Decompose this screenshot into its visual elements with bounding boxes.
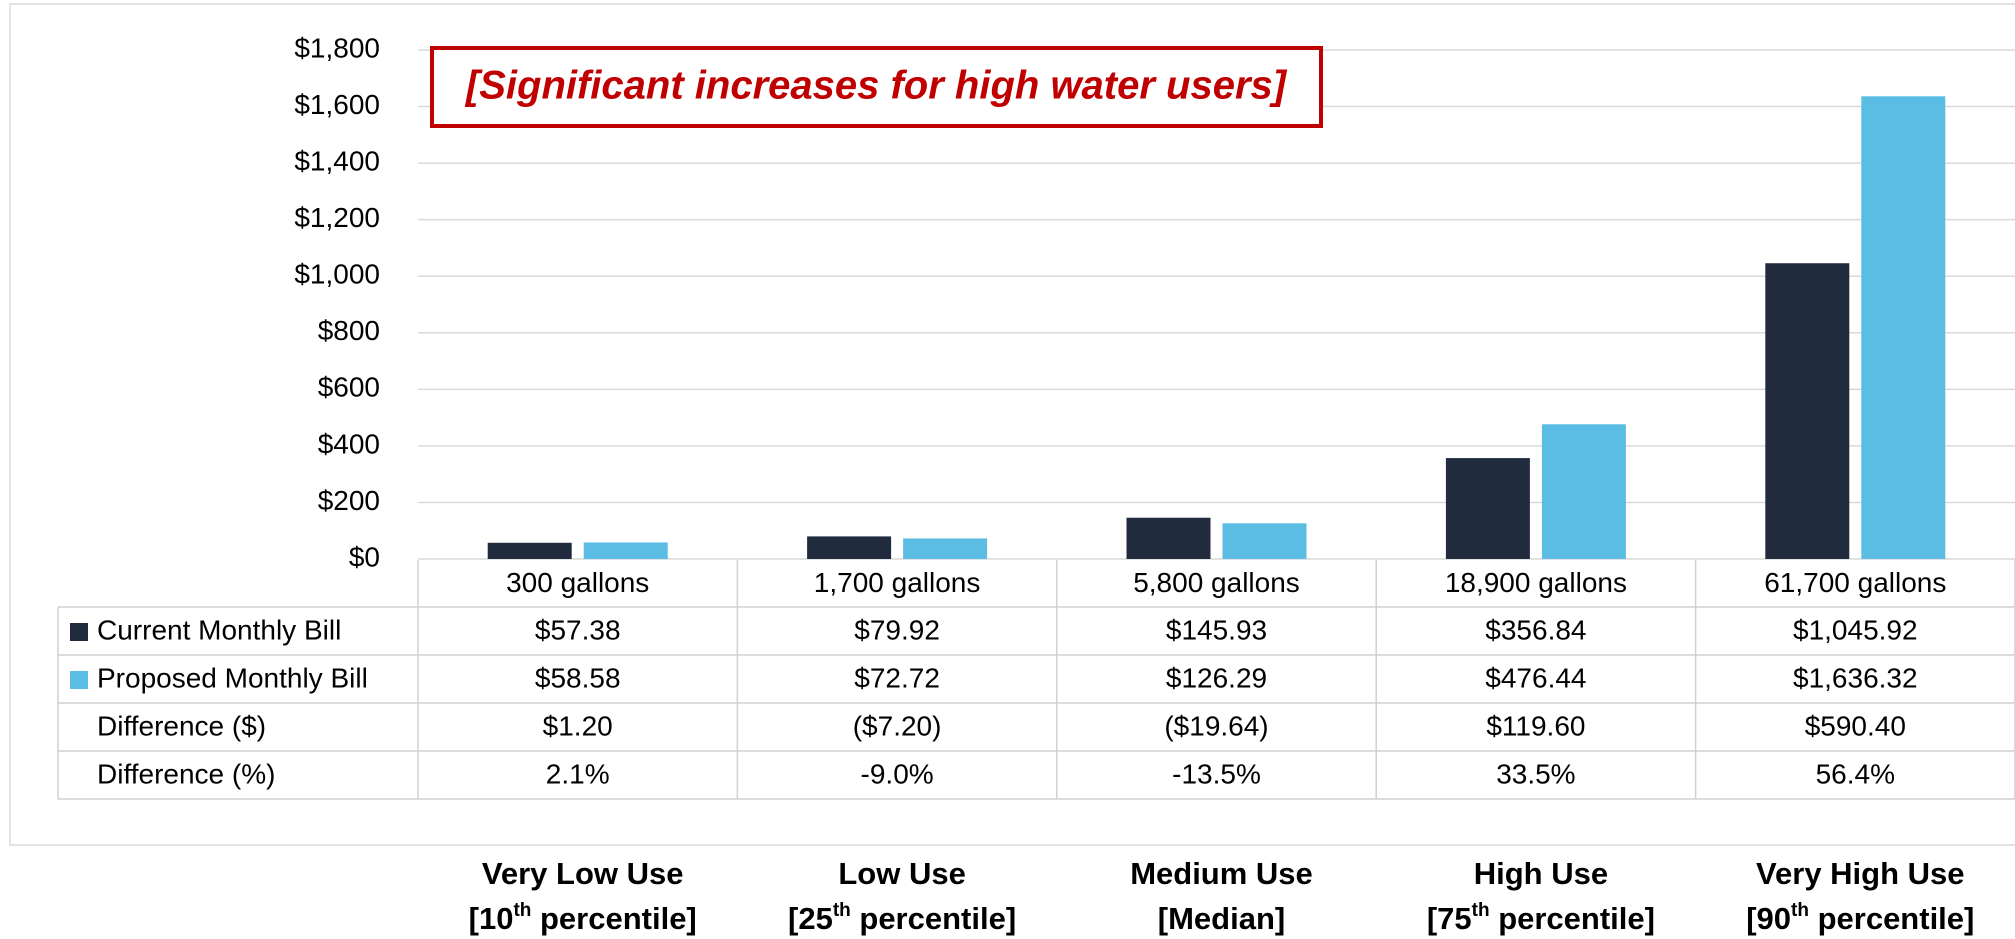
y-tick-label: $1,800: [294, 32, 380, 63]
group-label: Very Low Use: [482, 856, 684, 891]
group-detail: [90th percentile]: [1746, 900, 1974, 936]
x-tick-label: 18,900 gallons: [1445, 567, 1627, 598]
bar: [1126, 517, 1211, 559]
y-tick-label: $1,200: [294, 202, 380, 233]
chart-border: [9, 3, 2015, 846]
x-tick-label: 5,800 gallons: [1133, 567, 1300, 598]
group-detail: [Median]: [1158, 901, 1285, 936]
table-cell: $145.93: [1166, 614, 1267, 645]
y-tick-label: $200: [318, 485, 380, 516]
y-tick-label: $0: [349, 541, 380, 572]
group-label: Low Use: [838, 856, 965, 891]
group-detail-part: percentile]: [1809, 901, 1974, 936]
table-cell: $57.38: [535, 614, 621, 645]
legend-key: [70, 623, 88, 641]
table-cell: $1,045.92: [1793, 614, 1918, 645]
table-cell: $126.29: [1166, 662, 1267, 693]
legend-key: [70, 671, 88, 689]
table-cell: $1.20: [543, 710, 613, 741]
bar: [1861, 96, 1946, 559]
y-tick-label: $1,600: [294, 89, 380, 120]
row-label: Current Monthly Bill: [97, 614, 341, 645]
group-detail: [75th percentile]: [1427, 900, 1655, 936]
y-tick-label: $400: [318, 428, 380, 459]
table-cell: $590.40: [1805, 710, 1906, 741]
table-cell: 2.1%: [546, 758, 610, 789]
y-tick-label: $800: [318, 315, 380, 346]
table-cell: $119.60: [1486, 710, 1585, 741]
table-cell: 33.5%: [1496, 758, 1575, 789]
table-cell: $72.72: [854, 662, 940, 693]
bar: [487, 542, 572, 559]
table-cell: $79.92: [854, 614, 940, 645]
group-label: High Use: [1474, 856, 1608, 891]
group-label: Medium Use: [1130, 856, 1313, 891]
bar: [1222, 523, 1307, 559]
annotation-box: [430, 46, 1323, 128]
group-detail-sup: th: [833, 900, 851, 921]
group-detail: [10th percentile]: [469, 900, 697, 936]
x-tick-label: 300 gallons: [506, 567, 649, 598]
x-tick-label: 1,700 gallons: [814, 567, 981, 598]
y-tick-label: $1,000: [294, 259, 380, 290]
table-cell: ($7.20): [853, 710, 942, 741]
group-detail-part: [75: [1427, 901, 1472, 936]
table-cell: $1,636.32: [1793, 662, 1918, 693]
bar: [807, 536, 892, 559]
table-cell: $58.58: [535, 662, 621, 693]
bar: [1541, 424, 1626, 559]
bar: [903, 538, 988, 559]
row-label: Proposed Monthly Bill: [97, 662, 368, 693]
group-detail-sup: th: [1472, 900, 1490, 921]
group-detail-sup: th: [1791, 900, 1809, 921]
group-label: Very High Use: [1756, 856, 1964, 891]
group-detail-sup: th: [513, 900, 531, 921]
table-cell: 56.4%: [1816, 758, 1895, 789]
row-label: Difference ($): [97, 710, 266, 741]
group-detail-part: [10: [469, 901, 514, 936]
table-cell: $476.44: [1485, 662, 1586, 693]
group-detail-part: [Median]: [1158, 901, 1285, 936]
y-tick-label: $600: [318, 372, 380, 403]
bar: [1445, 458, 1530, 559]
group-detail-part: percentile]: [531, 901, 696, 936]
table-cell: ($19.64): [1164, 710, 1268, 741]
bar: [1765, 263, 1850, 559]
x-tick-label: 61,700 gallons: [1764, 567, 1946, 598]
table-cell: -13.5%: [1172, 758, 1261, 789]
group-detail-part: [25: [788, 901, 833, 936]
row-label: Difference (%): [97, 758, 275, 789]
group-detail-part: [90: [1746, 901, 1791, 936]
table-cell: $356.84: [1485, 614, 1586, 645]
annotation: [Significant increases for high water us…: [464, 64, 1288, 108]
group-detail-part: percentile]: [851, 901, 1016, 936]
table-cell: -9.0%: [861, 758, 934, 789]
bar: [583, 542, 668, 559]
y-tick-label: $1,400: [294, 146, 380, 177]
group-detail: [25th percentile]: [788, 900, 1016, 936]
group-detail-part: percentile]: [1490, 901, 1655, 936]
